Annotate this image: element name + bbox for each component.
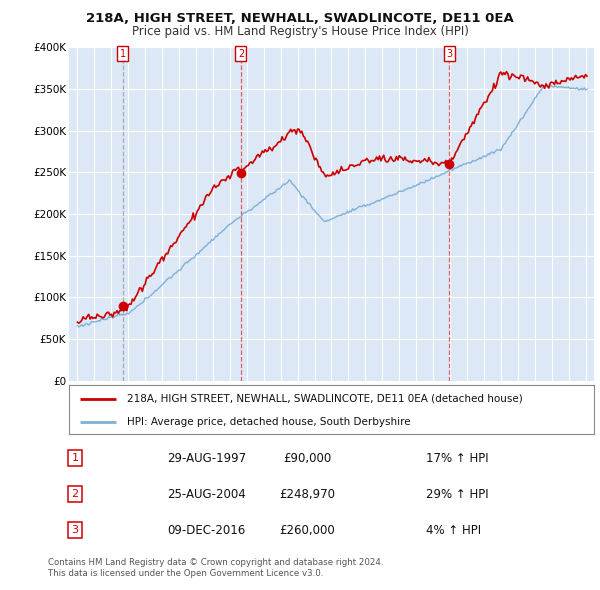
Text: £90,000: £90,000: [283, 451, 331, 464]
Text: Contains HM Land Registry data © Crown copyright and database right 2024.: Contains HM Land Registry data © Crown c…: [48, 558, 383, 566]
Text: 09-DEC-2016: 09-DEC-2016: [167, 524, 245, 537]
Text: 29% ↑ HPI: 29% ↑ HPI: [426, 487, 488, 501]
Text: 4% ↑ HPI: 4% ↑ HPI: [426, 524, 481, 537]
Text: 218A, HIGH STREET, NEWHALL, SWADLINCOTE, DE11 0EA (detached house): 218A, HIGH STREET, NEWHALL, SWADLINCOTE,…: [127, 394, 523, 404]
Text: HPI: Average price, detached house, South Derbyshire: HPI: Average price, detached house, Sout…: [127, 417, 410, 427]
Text: 2: 2: [71, 489, 79, 499]
Text: This data is licensed under the Open Government Licence v3.0.: This data is licensed under the Open Gov…: [48, 569, 323, 578]
Text: £260,000: £260,000: [280, 524, 335, 537]
Text: 2: 2: [238, 49, 244, 59]
Text: 218A, HIGH STREET, NEWHALL, SWADLINCOTE, DE11 0EA: 218A, HIGH STREET, NEWHALL, SWADLINCOTE,…: [86, 12, 514, 25]
Text: 3: 3: [446, 49, 452, 59]
Text: 1: 1: [119, 49, 125, 59]
Text: 3: 3: [71, 525, 79, 535]
Text: 29-AUG-1997: 29-AUG-1997: [167, 451, 246, 464]
Text: 1: 1: [71, 453, 79, 463]
Text: 25-AUG-2004: 25-AUG-2004: [167, 487, 245, 501]
Text: 17% ↑ HPI: 17% ↑ HPI: [426, 451, 488, 464]
Text: Price paid vs. HM Land Registry's House Price Index (HPI): Price paid vs. HM Land Registry's House …: [131, 25, 469, 38]
Text: £248,970: £248,970: [279, 487, 335, 501]
